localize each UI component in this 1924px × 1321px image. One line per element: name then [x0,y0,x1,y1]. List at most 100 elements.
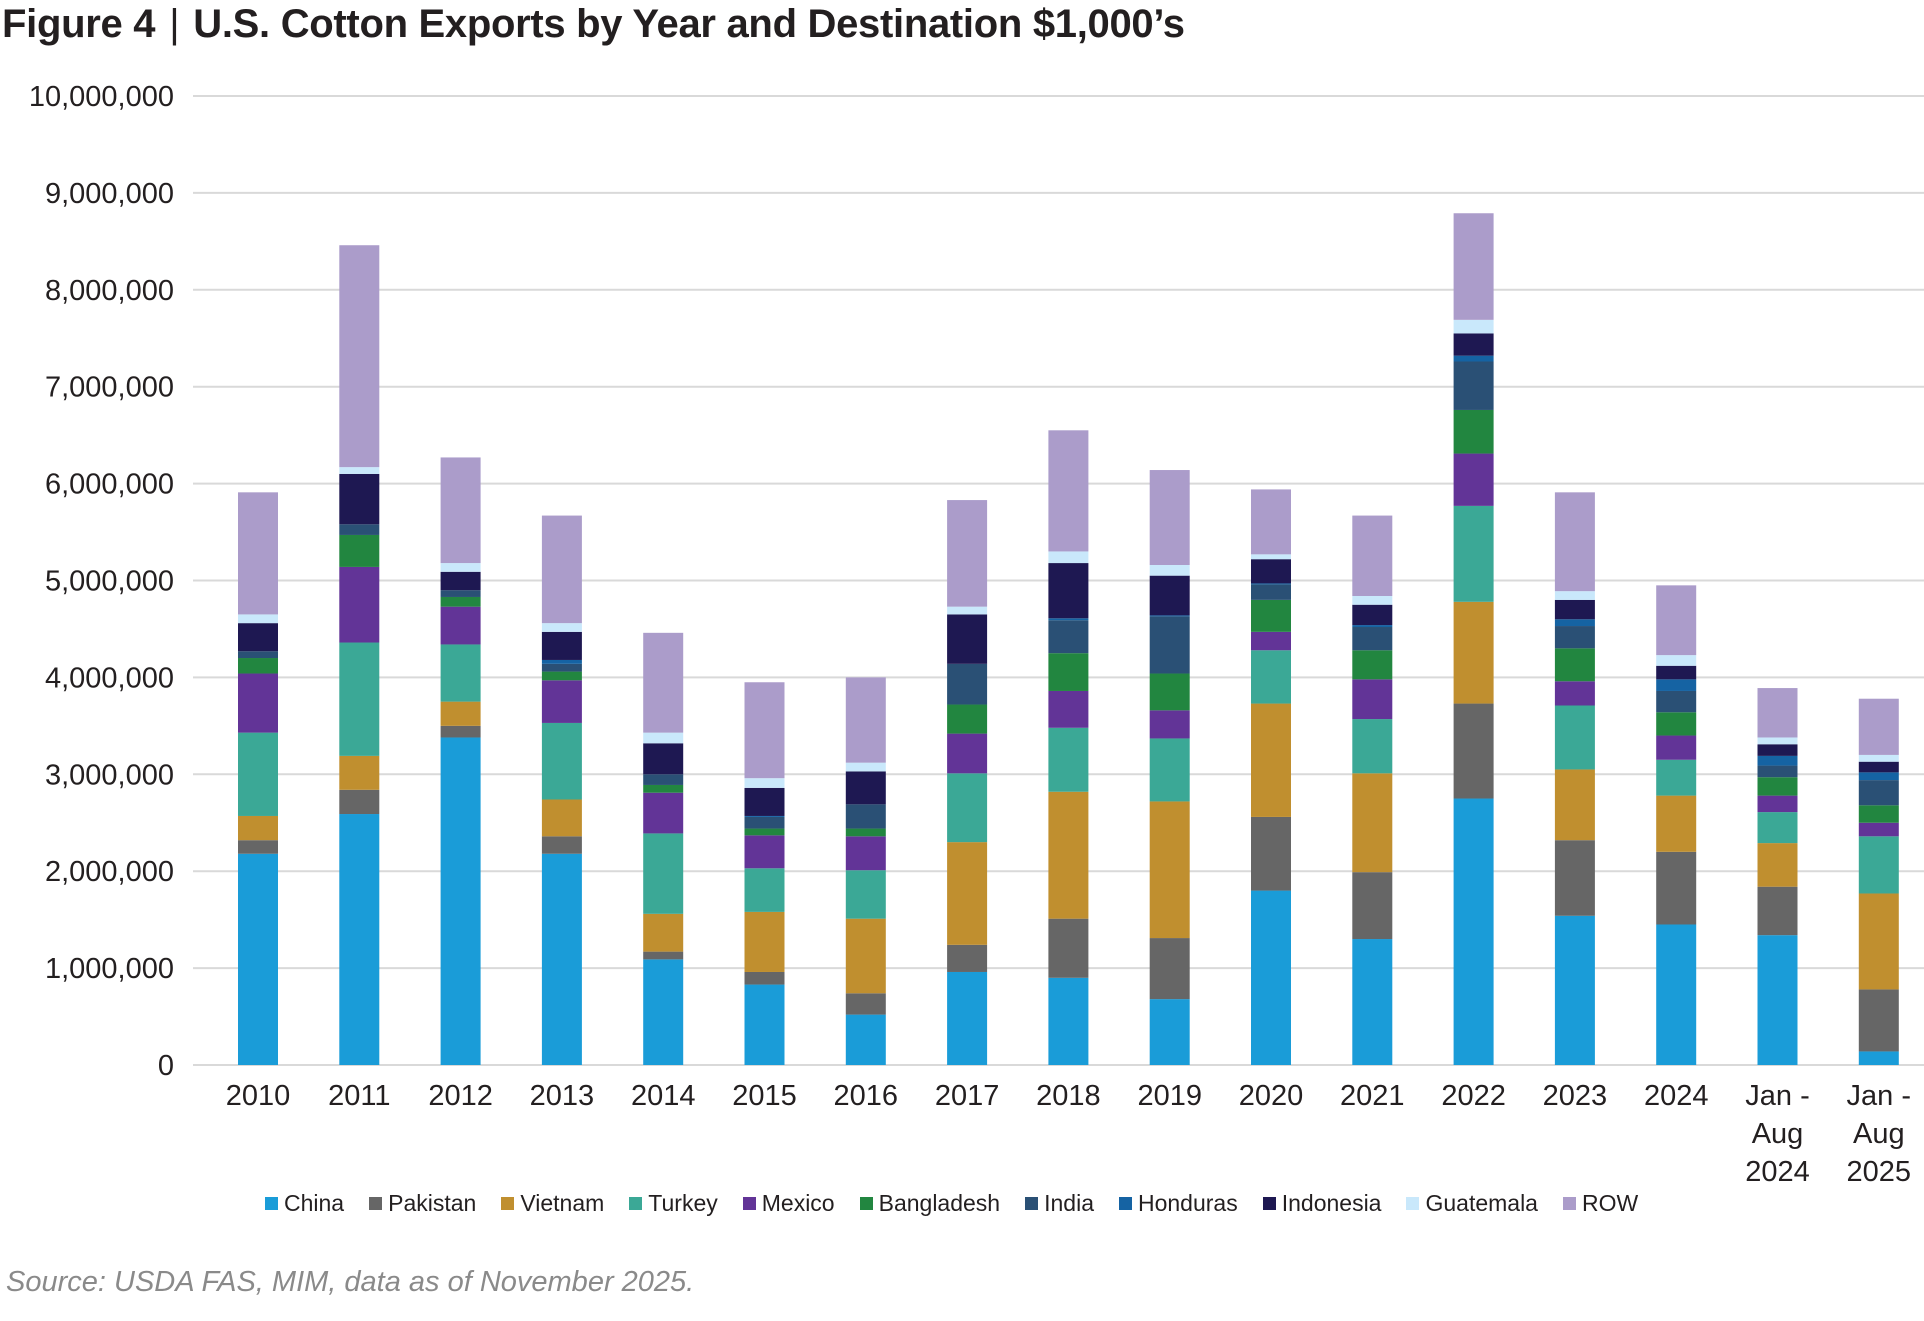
x-tick-label: Jan -Aug 2025 [1847,1080,1912,1188]
bar-segment-row [947,500,988,607]
stacked-bar-chart: 0 1,000,000 2,000,000 3,000,000 4,000,000 5,0… [29,81,1924,1188]
bar-segment-row [744,682,785,779]
bar-segment-vietnam [440,701,481,726]
bar-segment-guatemala [1453,319,1494,334]
y-tick-label: 6,000,000 [45,469,174,501]
legend-label: Bangladesh [878,1190,1001,1216]
bar-segment-guatemala [1858,754,1899,762]
bar-segment-india [1048,620,1089,654]
bar-segment-turkey [1656,759,1697,796]
legend-item-mexico: Mexico [742,1190,835,1217]
bar-segment-row [1656,585,1697,656]
bar-segment-row [238,492,278,615]
title-text: U.S. Cotton Exports by Year and Destinat… [193,2,1185,46]
bar-segment-pakistan [845,993,886,1015]
bar-segment-indonesia [1554,599,1595,620]
bar-segment-mexico [238,673,278,733]
legend-label: Vietnam [520,1190,605,1216]
bar-segment-guatemala [1149,564,1190,576]
bar-segment-india [845,804,886,829]
bar-stack [1554,492,1595,1065]
bar-segment-honduras [1554,619,1595,627]
bar-segment-india [541,663,582,672]
bar-segment-honduras [1048,618,1089,621]
bar-segment-bangladesh [1149,673,1190,711]
bar-segment-china [845,1014,886,1065]
bar-segment-india [744,816,785,829]
bar-segment-row [1858,698,1899,755]
bar-segment-turkey [238,732,278,816]
legend-label: Guatemala [1425,1190,1538,1216]
bar-segment-indonesia [1858,761,1899,773]
bar-segment-pakistan [643,951,684,960]
bar-segment-guatemala [643,732,684,744]
bars [238,213,1899,1065]
bar-segment-bangladesh [1352,650,1393,680]
legend-swatch [1025,1197,1039,1210]
bar-stack [1352,515,1393,1065]
x-tick-label: Jan -Aug 2024 [1745,1080,1810,1188]
bar-segment-china [541,853,582,1065]
x-tick-label: 2021 [1340,1080,1405,1112]
bar-segment-bangladesh [947,704,988,734]
bar-segment-mexico [1757,795,1798,813]
legend-item-china: China [265,1190,344,1217]
source-note: Source: USDA FAS, MIM, data as of Novemb… [6,1266,695,1298]
bar-segment-china [1453,798,1494,1065]
bar-segment-india [947,663,988,705]
bar-segment-turkey [845,870,886,919]
bar-segment-guatemala [947,606,988,615]
bar-segment-india [1251,584,1291,600]
bar-segment-india [643,774,684,785]
bar-segment-china [1656,924,1697,1065]
bar-segment-india [1453,361,1494,410]
bar-segment-row [845,677,886,763]
bar-segment-china [339,814,380,1065]
bar-segment-indonesia [1453,333,1494,356]
bar-segment-china [1048,977,1089,1065]
bar-segment-vietnam [1352,773,1393,873]
y-axis-labels: 0 1,000,000 2,000,000 3,000,000 4,000,000 5,0… [29,81,174,1082]
bar-segment-turkey [1149,738,1190,802]
bar-segment-vietnam [845,918,886,994]
bar-segment-honduras [1149,615,1190,617]
y-tick-label: 5,000,000 [45,566,174,598]
bar-segment-turkey [541,722,582,800]
x-tick-label: 2024 [1644,1080,1709,1112]
bar-segment-china [1757,935,1798,1065]
y-tick-label: 1,000,000 [45,953,174,985]
bar-segment-guatemala [1251,554,1291,560]
bar-segment-indonesia [1149,575,1190,616]
bar-segment-turkey [643,833,684,914]
bar-segment-vietnam [947,842,988,945]
legend-swatch [629,1197,643,1210]
bar-segment-mexico [643,792,684,834]
bar-segment-row [1149,470,1190,565]
bar-segment-bangladesh [1858,805,1899,823]
x-tick-label: 2015 [732,1080,797,1112]
bar-segment-guatemala [440,563,481,572]
legend-label: Turkey [648,1190,718,1216]
bar-segment-mexico [947,733,988,774]
y-tick-label: 3,000,000 [45,759,174,791]
bar-segment-turkey [1757,812,1798,844]
legend-swatch [501,1197,515,1210]
x-tick-label: 2012 [428,1080,493,1112]
legend-swatch [859,1197,873,1210]
y-tick-label: 7,000,000 [45,372,174,404]
bar-segment-bangladesh [845,828,886,837]
legend-item-bangladesh: Bangladesh [859,1190,1001,1217]
x-tick-label: 2014 [631,1080,696,1112]
bar-segment-vietnam [1554,769,1595,841]
legend-swatch [742,1197,756,1210]
x-tick-label: 2011 [328,1080,390,1112]
x-tick-label: 2022 [1441,1080,1506,1112]
bar-segment-mexico [744,835,785,869]
bar-segment-row [1757,688,1798,738]
bar-segment-mexico [541,680,582,723]
bar-segment-vietnam [339,755,380,790]
bar-segment-bangladesh [744,828,785,836]
bar-segment-mexico [1858,822,1899,837]
bar-segment-indonesia [1656,665,1697,680]
legend-swatch [265,1197,278,1210]
